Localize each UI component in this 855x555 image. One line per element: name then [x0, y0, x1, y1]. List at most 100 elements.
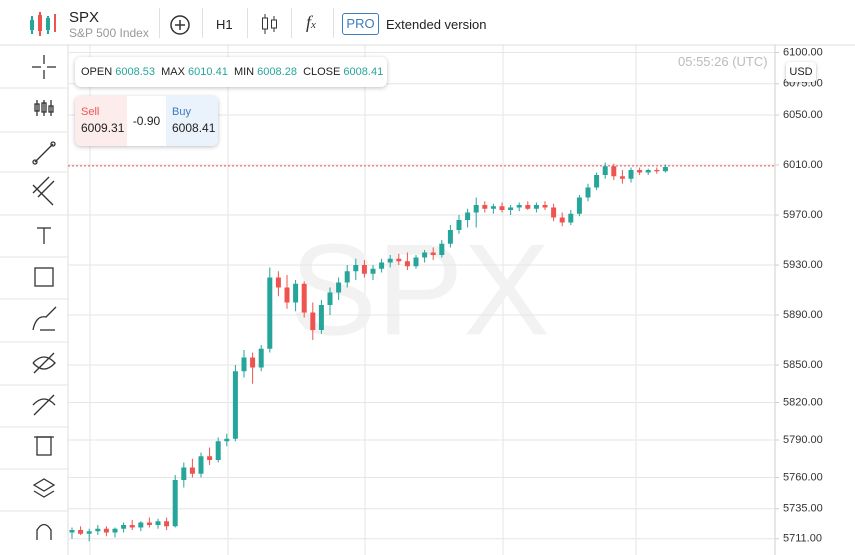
y-tick-label: 5930.00 [783, 259, 823, 271]
candle-body [576, 197, 582, 214]
extended-version-link[interactable]: Extended version [386, 17, 487, 32]
candle-body [181, 467, 187, 480]
ohlc-label: OPEN [81, 66, 113, 78]
chart-type-button[interactable] [261, 13, 279, 35]
candle-body [473, 205, 479, 213]
y-tick-label: 6050.00 [783, 109, 823, 121]
y-tick-label: 5890.00 [783, 309, 823, 321]
candle-body [662, 166, 668, 172]
ohlc-value: 6008.28 [257, 66, 297, 78]
candle-body [146, 522, 152, 525]
candle-body [645, 170, 651, 173]
candle-body [172, 480, 178, 527]
candle-body [86, 531, 92, 534]
candle-body [318, 305, 324, 330]
ohlc-value: 6010.41 [188, 66, 228, 78]
sell-price: 6009.31 [81, 121, 125, 135]
separator [202, 8, 203, 38]
candle-body [422, 252, 428, 258]
drawing-toolbar [0, 55, 68, 541]
candle-body [275, 277, 281, 288]
remove-all-tool[interactable] [34, 436, 54, 456]
candle-body [490, 206, 496, 209]
candle-body [327, 292, 333, 305]
candle-body [516, 205, 522, 208]
candle-body [525, 205, 531, 209]
separator [247, 8, 248, 38]
candle-body [267, 277, 273, 349]
candle-body [456, 220, 462, 230]
magnet-tool[interactable] [36, 523, 52, 541]
separator [159, 8, 160, 38]
candle-body [301, 283, 307, 313]
interval-button[interactable]: H1 [216, 17, 233, 32]
candle-body [198, 456, 204, 474]
candle-body [619, 176, 625, 179]
candle-body [568, 213, 574, 223]
candle-body [654, 170, 660, 172]
candle-body [103, 528, 109, 533]
ohlc-value: 6008.41 [343, 66, 384, 78]
candle-body [542, 205, 548, 208]
candle-body [482, 205, 488, 209]
candle-body [594, 175, 600, 188]
sell-button[interactable]: Sell 6009.31 [75, 96, 127, 146]
candle-body [439, 243, 445, 255]
indicators-tool[interactable] [34, 100, 54, 116]
separator [291, 8, 292, 38]
candle-body [284, 287, 290, 303]
candle-body [499, 206, 505, 210]
candle-body [508, 207, 514, 210]
logo-icon [30, 12, 56, 36]
candle-body [215, 441, 221, 460]
add-indicator-button[interactable] [169, 14, 191, 36]
candle-body [189, 467, 195, 474]
buy-price: 6008.41 [172, 121, 216, 135]
y-tick-label: 5790.00 [783, 434, 823, 446]
brush-tool[interactable] [32, 306, 57, 331]
candle-body [637, 170, 643, 173]
candle-body [447, 230, 453, 244]
candle-body [370, 268, 376, 274]
candle-body [344, 271, 350, 283]
buy-button[interactable]: Buy 6008.41 [166, 96, 218, 146]
fib-tool[interactable] [32, 176, 55, 206]
clock: 05:55:26 (UTC) [678, 54, 768, 69]
spread-change: -0.90 [132, 114, 161, 128]
candle-body [112, 528, 118, 533]
y-tick-label: 5820.00 [783, 396, 823, 408]
candle-body [430, 252, 436, 255]
layers-tool[interactable] [32, 478, 56, 498]
y-tick-label: 5970.00 [783, 209, 823, 221]
ohlc-panel: OPEN 6008.53 MAX 6010.41 MIN 6008.28 CLO… [75, 57, 387, 87]
pro-badge[interactable]: PRO [342, 13, 379, 35]
trendline-tool[interactable] [32, 141, 56, 165]
text-tool[interactable] [37, 227, 51, 244]
candle-body [353, 265, 359, 272]
separator [333, 8, 334, 38]
ohlc-value: 6008.53 [115, 66, 156, 78]
candle-body [207, 456, 213, 460]
candle-body [387, 258, 393, 263]
crosshair-tool[interactable] [32, 55, 56, 79]
hide-labels-tool[interactable] [32, 394, 56, 416]
ohlc-label: MAX [161, 66, 185, 78]
candle-body [121, 525, 127, 529]
candle-body [611, 166, 617, 177]
ohlc-label: CLOSE [303, 66, 341, 78]
watermark: SPX [290, 216, 550, 362]
y-tick-label: 5711.00 [783, 533, 822, 545]
candle-body [602, 166, 608, 175]
candle-body [258, 348, 264, 368]
candle-body [559, 217, 565, 223]
hide-drawings-tool[interactable] [32, 352, 56, 374]
candle-body [241, 357, 247, 372]
candle-body [336, 282, 342, 293]
candle-body [465, 212, 471, 220]
shape-tool[interactable] [34, 267, 54, 287]
y-tick-label: 5735.00 [783, 503, 823, 515]
sell-label: Sell [81, 106, 100, 118]
candle-body [310, 312, 316, 330]
y-tick-label: 5760.00 [783, 471, 823, 483]
functions-button[interactable]: fx [306, 12, 316, 32]
